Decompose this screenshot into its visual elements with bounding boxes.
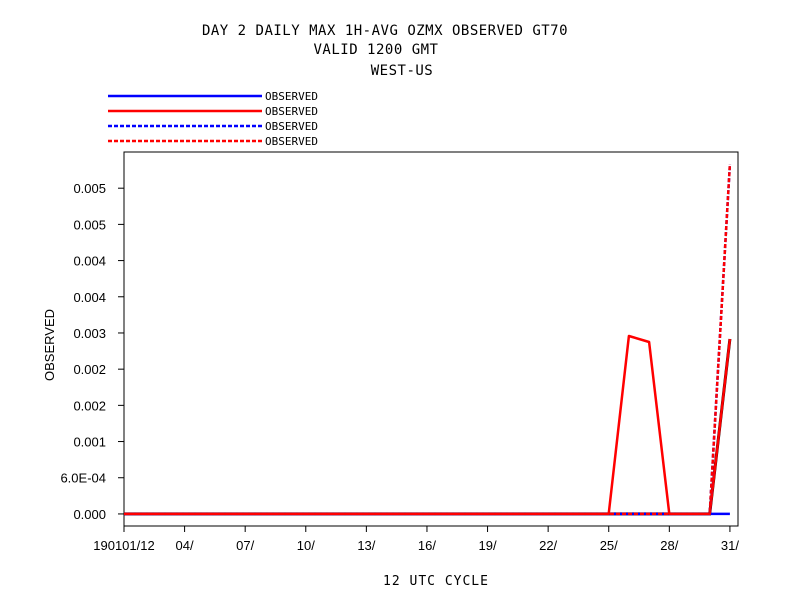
series-line-2 <box>124 334 732 516</box>
x-tick-label: 25/ <box>600 538 618 553</box>
x-tick-label: 04/ <box>176 538 194 553</box>
plot-area <box>124 164 732 516</box>
title-line-3: WEST-US <box>371 63 434 79</box>
y-tick-label: 0.000 <box>73 507 106 522</box>
y-tick-label: 0.004 <box>73 290 106 305</box>
legend-label-2: OBSERVED <box>265 105 318 118</box>
baseline-series-line <box>124 338 732 516</box>
x-tick-label: 22/ <box>539 538 557 553</box>
y-tick-label: 0.002 <box>73 398 106 413</box>
x-tick-label: 28/ <box>660 538 678 553</box>
x-tick-label: 31/ <box>721 538 739 553</box>
x-tick-label: 16/ <box>418 538 436 553</box>
x-tick-label: 10/ <box>297 538 315 553</box>
y-tick-label: 0.005 <box>73 181 106 196</box>
y-tick-label: 0.003 <box>73 326 106 341</box>
x-tick-label: 13/ <box>357 538 375 553</box>
y-tick-label: 0.004 <box>73 254 106 269</box>
x-axis-label: 12 UTC CYCLE <box>383 574 489 589</box>
x-tick-label: 19/ <box>479 538 497 553</box>
x-tick-label: 07/ <box>236 538 254 553</box>
legend-label-3: OBSERVED <box>265 120 318 133</box>
y-axis-label: OBSERVED <box>42 309 57 381</box>
x-tick-label: 190101/12 <box>93 538 154 553</box>
x-axis: 190101/12 04/07/10/13/16/19/22/25/28/31/ <box>93 526 739 553</box>
title-line-2: VALID 1200 GMT <box>313 42 438 58</box>
y-tick-label: 0.001 <box>73 435 106 450</box>
y-tick-label: 0.005 <box>73 217 106 232</box>
series-line-4 <box>124 164 732 516</box>
legend-label-4: OBSERVED <box>265 135 318 148</box>
y-tick-label: 0.002 <box>73 362 106 377</box>
plot-frame <box>123 151 739 527</box>
legend-label-1: OBSERVED <box>265 90 318 103</box>
chart-title: DAY 2 DAILY MAX 1H-AVG OZMX OBSERVED GT7… <box>202 23 568 79</box>
title-line-1: DAY 2 DAILY MAX 1H-AVG OZMX OBSERVED GT7… <box>202 23 568 39</box>
y-tick-label: 6.0E-04 <box>60 471 106 486</box>
legend: OBSERVED OBSERVED OBSERVED OBSERVED <box>108 90 318 148</box>
y-axis: 0.000 6.0E-04 0.001 0.002 0.002 0.003 0.004 0.0… <box>60 181 124 522</box>
